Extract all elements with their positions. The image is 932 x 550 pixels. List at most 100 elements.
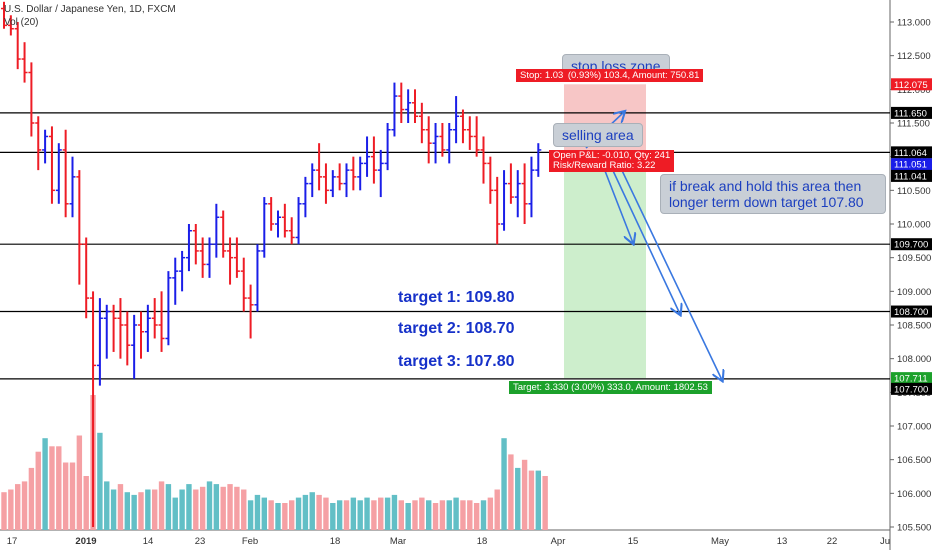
price-tag	[891, 169, 932, 182]
volume-bar	[302, 494, 309, 530]
volume-bar	[172, 497, 178, 530]
volume-bar	[405, 503, 411, 530]
trend-arrow	[616, 159, 722, 380]
trend-arrow	[607, 159, 680, 314]
volume-bar	[261, 497, 267, 530]
volume-label: Vol (20)	[4, 17, 39, 28]
y-tick-label: 113.000	[897, 18, 931, 29]
volume-bar	[97, 432, 103, 530]
y-tick-label: 108.000	[897, 354, 931, 365]
price-tag-label: 111.041	[894, 171, 927, 182]
volume-bar	[412, 500, 418, 530]
volume-bar	[152, 489, 158, 530]
volume-bar	[145, 489, 151, 530]
x-tick-label: Apr	[551, 536, 566, 547]
price-tag-label: 107.711	[894, 374, 928, 385]
y-tick-label: 110.000	[897, 220, 931, 231]
pnl-label: Open P&L: -0.010, Qty: 241	[553, 150, 671, 161]
x-tick-label: 23	[195, 536, 206, 547]
volume-bar	[83, 476, 89, 530]
volume-bar	[316, 494, 322, 530]
volume-bar	[542, 476, 548, 530]
volume-bar	[179, 489, 185, 530]
y-tick-label: 105.500	[897, 523, 931, 534]
volume-bar	[343, 500, 350, 530]
x-tick-label: 18	[477, 536, 488, 547]
y-tick-label: 108.500	[897, 321, 931, 332]
price-tag-label: 111.051	[894, 160, 927, 171]
volume-bar	[350, 497, 357, 530]
y-tick-label: 111.500	[897, 119, 930, 130]
volume-bar	[227, 484, 233, 530]
volume-bar	[473, 503, 480, 530]
x-tick-label: Mar	[390, 536, 406, 547]
target-3-label: target 3: 107.80	[398, 353, 515, 370]
volume-bar	[76, 435, 83, 530]
volume-bar	[391, 494, 398, 530]
x-tick-label: 13	[777, 536, 788, 547]
volume-bar	[206, 481, 213, 530]
volume-bar	[69, 462, 76, 530]
stop-info-tag: Stop: 1.03 (0.93%) 103.4, Amount: 750.81	[516, 69, 704, 82]
price-tag	[891, 305, 932, 318]
volume-bar	[309, 492, 315, 530]
volume-bar	[364, 497, 370, 530]
volume-bar	[21, 481, 28, 530]
pnl-info-tag: Open P&L: -0.010, Qty: 241 Risk/Reward R…	[549, 150, 675, 172]
volume-bar	[336, 500, 343, 530]
price-tag	[891, 78, 932, 91]
volume-bar	[49, 446, 55, 530]
volume-bar	[467, 500, 473, 530]
volume-bar	[439, 500, 446, 530]
volume-bar	[213, 484, 220, 530]
volume-bar	[515, 467, 521, 530]
x-tick-label: 2019	[75, 536, 96, 547]
volume-bar	[432, 503, 439, 530]
volume-bar	[535, 470, 541, 530]
price-tag-label: 108.700	[894, 307, 928, 318]
x-tick-label: Feb	[242, 536, 258, 547]
y-tick-label: 106.000	[897, 489, 931, 500]
risk-reward-label: Risk/Reward Ratio: 3.22	[553, 160, 656, 171]
volume-bar	[62, 462, 69, 530]
x-tick-label: 15	[628, 536, 639, 547]
volume-bar	[419, 497, 425, 530]
y-tick-label: 106.500	[897, 455, 931, 466]
x-tick-label: 18	[330, 536, 341, 547]
price-tag-label: 111.650	[894, 108, 927, 119]
y-tick-label: 107.000	[897, 422, 931, 433]
break-target-callout[interactable]: if break and hold this area then longer …	[660, 174, 886, 214]
volume-bar	[186, 484, 192, 530]
volume-bar	[199, 486, 206, 530]
volume-bar	[241, 489, 247, 530]
volume-bar	[357, 500, 363, 530]
volume-bar	[117, 484, 124, 530]
volume-bar	[521, 459, 528, 530]
volume-bar	[158, 481, 165, 530]
y-tick-label: 109.500	[897, 253, 931, 264]
volume-bar	[494, 489, 500, 530]
x-tick-label: 14	[143, 536, 154, 547]
x-tick-label: 22	[827, 536, 838, 547]
volume-bar	[501, 438, 507, 530]
y-tick-label: 112.000	[897, 85, 931, 96]
price-tag-label: 112.075	[894, 80, 928, 91]
y-tick-label: 109.000	[897, 287, 931, 298]
target-2-label: target 2: 108.70	[398, 320, 515, 337]
volume-bar	[28, 467, 35, 530]
volume-bar	[42, 438, 48, 530]
trend-arrow	[599, 157, 633, 243]
x-tick-label: 17	[7, 536, 18, 547]
volume-bar	[8, 489, 14, 530]
price-tag-label: 107.700	[894, 384, 928, 395]
target-info-tag: Target: 3.330 (3.00%) 333.0, Amount: 180…	[509, 381, 712, 394]
volume-bar	[282, 503, 288, 530]
y-tick-label: 112.500	[897, 51, 931, 62]
price-tag	[891, 106, 932, 119]
volume-bar	[234, 486, 240, 530]
price-tag-label: 111.064	[894, 148, 927, 159]
volume-bar	[330, 503, 336, 530]
selling-area-callout[interactable]: selling area	[553, 123, 643, 147]
price-tag	[891, 372, 932, 385]
